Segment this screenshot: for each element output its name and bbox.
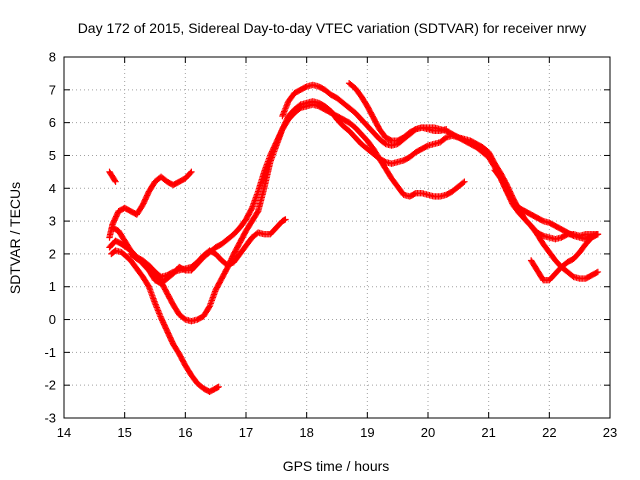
x-axis-label: GPS time / hours — [283, 458, 390, 474]
plot-frame — [63, 56, 611, 419]
x-tick-label: 19 — [360, 425, 374, 440]
data-point — [593, 269, 600, 276]
series-trace-2 — [106, 168, 195, 241]
x-tick-label: 14 — [57, 425, 71, 440]
data-point — [157, 313, 164, 320]
y-tick-label: -1 — [44, 345, 56, 360]
y-tick-label: 3 — [49, 214, 56, 229]
data-point — [284, 101, 291, 108]
y-tick-label: 4 — [49, 181, 56, 196]
data-point — [188, 168, 195, 176]
y-tick-label: 6 — [49, 115, 56, 130]
data-point — [254, 209, 261, 216]
data-point — [279, 112, 286, 120]
data-point — [153, 302, 160, 310]
data-point — [112, 178, 119, 185]
y-tick-label: 1 — [49, 279, 56, 294]
data-point — [461, 178, 468, 185]
data-point — [282, 105, 289, 112]
series-trace-1 — [106, 168, 119, 185]
data-point — [154, 305, 161, 313]
data-point — [156, 310, 163, 317]
x-tick-label: 20 — [421, 425, 435, 440]
data-point — [279, 111, 287, 118]
x-tick-label: 21 — [481, 425, 495, 440]
data-point — [154, 307, 162, 314]
y-tick-label: 8 — [49, 50, 56, 65]
data-point — [282, 104, 290, 111]
y-tick-label: -3 — [44, 411, 56, 426]
x-tick-label: 23 — [603, 425, 617, 440]
data-point — [594, 231, 602, 238]
data-point — [187, 169, 194, 177]
data-point — [111, 177, 119, 184]
series-trace-10 — [527, 231, 602, 284]
data-point — [280, 109, 287, 117]
data-point — [281, 106, 289, 114]
y-tick-label: 0 — [49, 312, 56, 327]
data-series — [106, 80, 602, 395]
x-tick-label: 15 — [117, 425, 131, 440]
x-tick-label: 22 — [542, 425, 556, 440]
x-tick-label: 18 — [299, 425, 313, 440]
chart-title: Day 172 of 2015, Sidereal Day-to-day VTE… — [78, 20, 587, 36]
data-point — [152, 301, 159, 308]
x-tick-label: 17 — [239, 425, 253, 440]
data-point — [593, 231, 600, 239]
y-axis-label: SDTVAR / TECUs — [7, 182, 23, 294]
series-trace-6 — [127, 216, 289, 281]
series-trace-5 — [108, 247, 222, 395]
data-point — [594, 268, 602, 276]
data-point — [156, 311, 164, 319]
data-point — [248, 206, 255, 213]
data-point — [155, 308, 162, 316]
data-point — [283, 102, 290, 109]
data-point — [153, 304, 161, 311]
data-point — [282, 216, 289, 223]
data-point — [215, 383, 222, 391]
y-tick-label: 7 — [49, 82, 56, 97]
data-point — [281, 108, 288, 115]
data-point — [459, 179, 467, 186]
y-tick-label: -2 — [44, 378, 56, 393]
x-tick-label: 16 — [178, 425, 192, 440]
y-tick-label: 5 — [49, 148, 56, 163]
y-tick-label: 2 — [49, 246, 56, 261]
series-trace-9 — [491, 167, 602, 282]
data-point — [151, 299, 159, 307]
